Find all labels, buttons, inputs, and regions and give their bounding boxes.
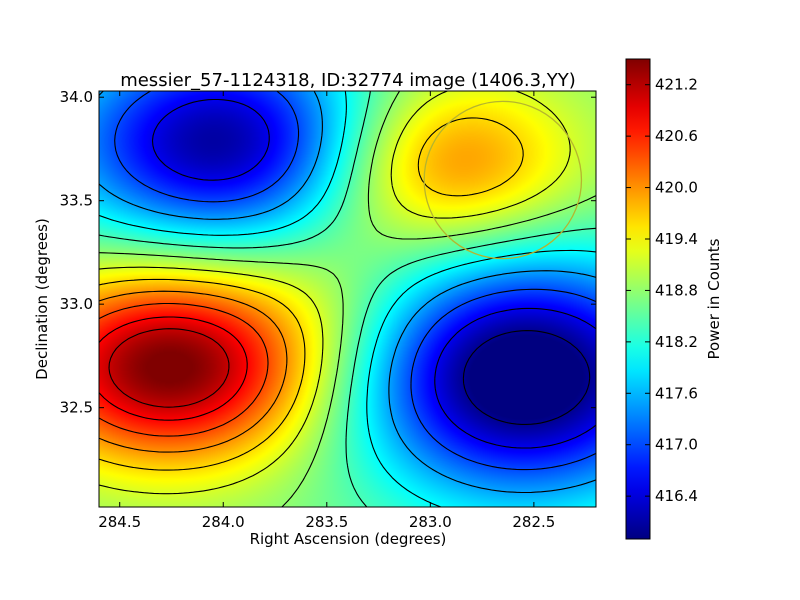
heatmap-image (99, 91, 596, 507)
colorbar-tick-label: 418.8 (655, 281, 698, 299)
contour-line (99, 302, 269, 437)
x-tick-label: 282.5 (512, 513, 555, 531)
x-tick-label: 284.5 (98, 513, 141, 531)
colorbar-ticks: 416.4 417.0 417.6 418.2 418.8 419.4 420.0 420.6… (626, 76, 698, 505)
y-tick-label: 33.0 (60, 295, 93, 313)
heatmap-plot: 284.5 284.0 283.5 283.0 282.5 32.5 33.0 33.5 34… (60, 88, 597, 531)
region-circle-marker (423, 100, 583, 260)
contour-line (99, 290, 288, 453)
chart-title: messier_57-1124318, ID:32774 image (1406… (120, 70, 576, 91)
colorbar-label: Power in Counts (705, 238, 723, 359)
colorbar-tick-label: 419.4 (655, 230, 698, 248)
contour-line (462, 330, 591, 425)
x-axis-label: Right Ascension (degrees) (250, 530, 447, 548)
colorbar-tick-label: 421.2 (655, 76, 698, 94)
x-axis-ticks: 284.5 284.0 283.5 283.0 282.5 (98, 91, 555, 531)
colorbar-frame (625, 58, 651, 540)
colorbar-tick-label: 417.0 (655, 436, 698, 454)
y-axis-ticks: 32.5 33.0 33.5 34.0 (60, 88, 596, 417)
colorbar-tick-label: 416.4 (655, 487, 698, 505)
x-tick-label: 283.0 (409, 513, 452, 531)
y-axis-label: Declination (degrees) (33, 218, 51, 380)
x-tick-label: 284.0 (202, 513, 245, 531)
contour-line (99, 91, 571, 495)
colorbar: 416.4 417.0 417.6 418.2 418.8 419.4 420.0 420.6… (625, 58, 698, 540)
colorbar-gradient (626, 59, 650, 539)
contour-line (99, 91, 596, 494)
colorbar-tick-label: 418.2 (655, 333, 698, 351)
contour-line (99, 91, 596, 507)
colorbar-tick-label: 420.0 (655, 179, 698, 197)
contour-line (114, 91, 596, 471)
contour-line (151, 98, 596, 449)
contour-line (99, 117, 524, 471)
y-tick-label: 33.5 (60, 192, 93, 210)
colorbar-tick-label: 420.6 (655, 127, 698, 145)
x-tick-label: 283.5 (305, 513, 348, 531)
contour-line (99, 316, 248, 421)
contour-line (108, 328, 230, 408)
colorbar-tick-label: 417.6 (655, 384, 698, 402)
y-tick-label: 34.0 (60, 88, 93, 106)
contour-lines (99, 91, 596, 507)
y-tick-label: 32.5 (60, 399, 93, 417)
plot-frame (98, 90, 597, 508)
